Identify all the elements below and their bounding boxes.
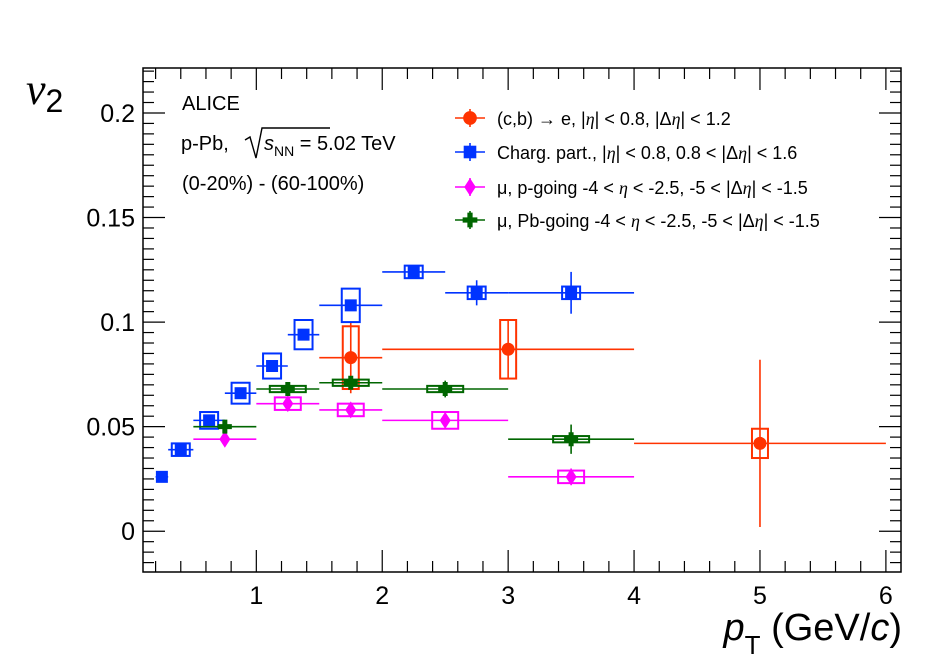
x-tick-label: 5 (753, 582, 767, 610)
charged-particles-syst-box (466, 285, 487, 301)
muons-p-going-point (439, 411, 451, 429)
legend-eta-symbol: η (755, 211, 764, 231)
legend-eta-symbol: η (672, 109, 681, 129)
heavy-flavour-electrons-point (344, 351, 358, 365)
legend-label-part: (c,b) → e, | (497, 109, 586, 129)
charged-particles-syst-box (293, 319, 314, 351)
x-axis-label: pT (GeV/c) (723, 607, 903, 660)
legend-label-part: | < 1.6 (747, 143, 797, 163)
legend-marker (463, 111, 477, 125)
legend-label-part: | < 1.2 (681, 109, 731, 129)
y-tick-labels: 0 0.05 0.1 0.15 0.2 (86, 100, 135, 546)
legend-eta-symbol: η (743, 178, 752, 198)
y-tick-label: 0.05 (86, 414, 135, 442)
sqrt-symbol (244, 127, 330, 159)
x-tick-label: 1 (249, 582, 263, 610)
svg-text:p-Pb,: p-Pb, (181, 133, 229, 155)
legend-label-part: Charg. part., | (497, 143, 607, 163)
legend-label-heavy-flavour-electrons: (c,b) → e, |η| < 0.8, |Δη| < 1.2 (497, 109, 731, 129)
muons-pb-going-point (438, 382, 453, 397)
charged-particles-syst-box (561, 285, 582, 301)
annotation-system: p-Pb, sNN = 5.02 TeV (181, 127, 396, 159)
charged-particles-point (266, 360, 279, 373)
legend-label-muons-p-going: μ, p-going -4 < η < -2.5, -5 < |Δη| < -1… (497, 178, 808, 198)
legend-eta-symbol: η (738, 143, 747, 163)
muons-p-going-point (565, 468, 577, 486)
legend-eta-symbol: η (619, 178, 628, 198)
muons-pb-going-point (564, 432, 579, 447)
plot-frame (142, 67, 902, 573)
y-axis-label: v2 (26, 65, 63, 119)
legend-label-part: | < 0.8, 0.8 < |Δ (616, 143, 738, 163)
legend-label-muons-pb-going: μ, Pb-going -4 < η < -2.5, -5 < |Δη| < -… (497, 211, 820, 231)
muons-p-going-point (282, 395, 294, 413)
charged-particles-point (344, 299, 357, 312)
charged-particles-point (155, 470, 168, 483)
legend-label-part: < -2.5, -5 < |Δ (628, 178, 743, 198)
x-tick-labels: 1 2 3 4 5 6 (249, 582, 892, 610)
heavy-flavour-electrons-point (753, 436, 767, 450)
heavy-flavour-electrons-syst-box (750, 427, 769, 460)
annotation-centrality: (0-20%) - (60-100%) (182, 173, 364, 195)
legend-label-part: | < -1.5 (752, 178, 808, 198)
y-tick-label: 0 (121, 518, 135, 546)
charged-particles-syst-box (403, 264, 424, 280)
charged-particles-point (470, 286, 483, 299)
legend-label-part: μ, Pb-going -4 < (497, 211, 631, 231)
muons-pb-going-point (217, 419, 232, 434)
heavy-flavour-electrons-syst-box (499, 319, 518, 380)
charged-particles-syst-box (230, 381, 251, 405)
legend-marker (464, 178, 476, 196)
charged-particles-syst-box (262, 352, 283, 380)
legend-label-part: μ, p-going -4 < (497, 178, 619, 198)
charged-particles-point (297, 328, 310, 341)
charged-particles-series (155, 264, 635, 483)
legend-label-part: | < -1.5 (764, 211, 820, 231)
svg-text:sNN = 5.02 TeV: sNN = 5.02 TeV (264, 133, 396, 159)
charged-particles-syst-box (199, 411, 220, 430)
y-tick-label: 0.15 (86, 205, 135, 233)
x-tick-label: 4 (627, 582, 641, 610)
heavy-flavour-electrons-point (501, 342, 515, 356)
charged-particles-point (203, 414, 216, 427)
legend-label-charged-particles: Charg. part., |η| < 0.8, 0.8 < |Δη| < 1.… (497, 143, 797, 163)
charged-particles-point (407, 265, 420, 278)
axis-ticks (143, 68, 901, 572)
legend-marker (462, 212, 478, 228)
data-series (155, 264, 886, 528)
muons-pb-going-point (343, 375, 358, 390)
muons-p-going-point (219, 430, 231, 448)
y-tick-label: 0.1 (100, 309, 135, 337)
charged-particles-syst-box (170, 442, 191, 457)
muons-pb-going-point (280, 382, 295, 397)
legend-label-part: < -2.5, -5 < |Δ (640, 211, 755, 231)
x-tick-label: 3 (501, 582, 515, 610)
legend-eta-symbol: η (631, 211, 640, 231)
muons-p-going-point (345, 401, 357, 419)
charged-particles-point (565, 286, 578, 299)
muons-pb-going-series (193, 375, 635, 454)
legend-eta-symbol: η (586, 109, 595, 129)
x-tick-label: 6 (879, 582, 893, 610)
x-tick-label: 2 (375, 582, 389, 610)
legend-marker (463, 145, 477, 159)
y-tick-label: 0.2 (100, 100, 135, 128)
charged-particles-point (234, 387, 247, 400)
annotation-experiment: ALICE (182, 93, 240, 115)
legend-label-part: | < 0.8, |Δ (595, 109, 672, 129)
charged-particles-syst-box (340, 287, 361, 324)
charged-particles-point (174, 443, 187, 456)
heavy-flavour-electrons-series (319, 319, 886, 528)
legend-eta-symbol: η (607, 143, 616, 163)
muons-p-going-series (193, 395, 635, 486)
